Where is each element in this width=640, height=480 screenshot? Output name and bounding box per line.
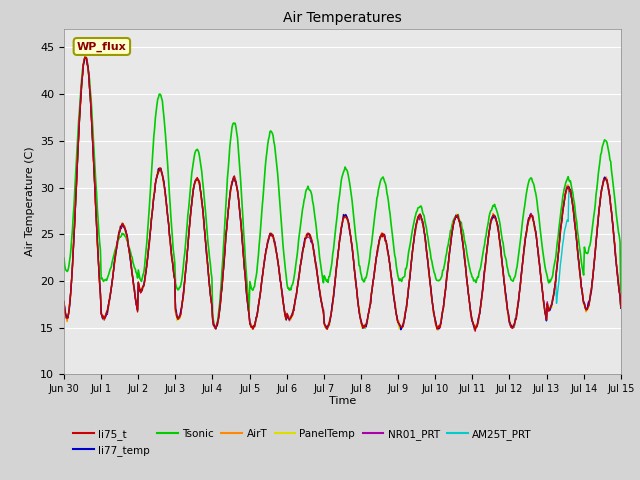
X-axis label: Time: Time [329,396,356,406]
Text: WP_flux: WP_flux [77,41,127,52]
Y-axis label: Air Temperature (C): Air Temperature (C) [24,147,35,256]
Legend: li75_t, li77_temp, Tsonic, AirT, PanelTemp, NR01_PRT, AM25T_PRT: li75_t, li77_temp, Tsonic, AirT, PanelTe… [69,424,536,460]
Title: Air Temperatures: Air Temperatures [283,11,402,25]
